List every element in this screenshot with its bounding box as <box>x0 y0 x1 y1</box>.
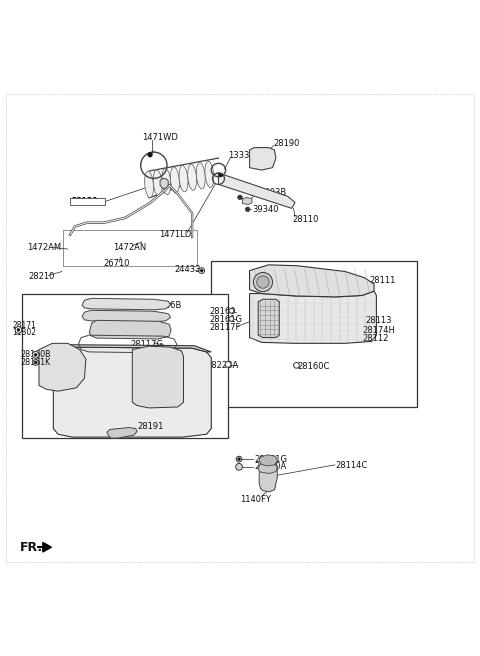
Polygon shape <box>258 299 279 338</box>
Polygon shape <box>53 347 211 437</box>
Polygon shape <box>258 461 277 474</box>
Text: 28130: 28130 <box>72 197 98 206</box>
Circle shape <box>230 310 233 312</box>
Text: 28110: 28110 <box>293 215 319 224</box>
Text: 28190: 28190 <box>274 139 300 148</box>
Polygon shape <box>259 455 277 466</box>
Ellipse shape <box>162 169 171 195</box>
Bar <box>211 261 417 407</box>
Circle shape <box>199 268 204 274</box>
Circle shape <box>33 359 38 365</box>
Text: 28115G: 28115G <box>297 269 329 278</box>
Text: 28160B: 28160B <box>21 350 51 359</box>
Polygon shape <box>39 343 86 391</box>
Polygon shape <box>107 428 137 438</box>
Circle shape <box>238 458 240 461</box>
Text: 28160A: 28160A <box>254 462 287 471</box>
FancyArrow shape <box>37 543 51 552</box>
Polygon shape <box>259 463 277 492</box>
Text: 28210: 28210 <box>28 272 55 281</box>
Polygon shape <box>250 265 374 297</box>
Polygon shape <box>82 310 170 322</box>
Text: 28117G: 28117G <box>130 340 163 349</box>
Text: 26710: 26710 <box>104 259 130 268</box>
Text: 28160C: 28160C <box>298 362 330 371</box>
Circle shape <box>34 361 37 364</box>
Text: 1472AN: 1472AN <box>113 243 146 252</box>
Circle shape <box>236 463 242 470</box>
Circle shape <box>236 457 242 462</box>
Text: 28161K: 28161K <box>21 358 51 367</box>
Ellipse shape <box>257 276 269 288</box>
Polygon shape <box>89 320 171 339</box>
Bar <box>70 198 105 205</box>
Circle shape <box>200 269 203 272</box>
Text: 28114C: 28114C <box>336 461 368 470</box>
Text: 13336: 13336 <box>228 151 255 160</box>
Text: 1472AM: 1472AM <box>27 243 61 252</box>
Circle shape <box>229 316 234 321</box>
Circle shape <box>245 207 250 212</box>
Circle shape <box>230 318 233 320</box>
Circle shape <box>225 361 231 367</box>
Text: 1140FY: 1140FY <box>240 495 271 504</box>
Circle shape <box>34 354 37 356</box>
Text: 24433: 24433 <box>174 265 201 274</box>
Circle shape <box>294 363 300 368</box>
Polygon shape <box>218 173 295 209</box>
Circle shape <box>17 329 20 331</box>
Text: 28171: 28171 <box>12 321 36 329</box>
Ellipse shape <box>196 163 205 189</box>
Text: 28117F: 28117F <box>209 323 241 333</box>
Polygon shape <box>53 345 211 352</box>
Circle shape <box>15 327 22 333</box>
Text: 1471LD: 1471LD <box>158 230 191 239</box>
Ellipse shape <box>205 161 214 188</box>
Ellipse shape <box>188 164 197 190</box>
Text: 28116B: 28116B <box>149 300 181 310</box>
Text: 28160: 28160 <box>209 307 236 316</box>
Polygon shape <box>132 346 183 408</box>
Circle shape <box>32 352 39 358</box>
Polygon shape <box>250 148 276 170</box>
Circle shape <box>229 308 234 313</box>
Text: 28161G: 28161G <box>254 455 288 464</box>
Text: 11302: 11302 <box>12 328 36 337</box>
Polygon shape <box>160 178 168 188</box>
Text: 1471WD: 1471WD <box>142 133 178 142</box>
Text: 28112: 28112 <box>362 334 388 343</box>
Text: 11403B: 11403B <box>254 188 287 197</box>
Ellipse shape <box>144 171 154 197</box>
Text: 28161G: 28161G <box>209 315 242 324</box>
Ellipse shape <box>179 165 188 192</box>
Ellipse shape <box>253 272 273 292</box>
Text: 39340: 39340 <box>252 205 279 214</box>
Text: FR.: FR. <box>20 541 43 554</box>
Bar <box>22 295 228 438</box>
Bar <box>63 230 197 266</box>
Circle shape <box>238 195 242 199</box>
Text: 28130: 28130 <box>72 197 98 206</box>
Text: 28111: 28111 <box>369 276 396 285</box>
Text: 28174H: 28174H <box>362 326 395 335</box>
Polygon shape <box>242 197 252 205</box>
Ellipse shape <box>170 167 180 194</box>
Text: 28223A: 28223A <box>206 361 239 370</box>
Circle shape <box>219 173 223 176</box>
Text: 28191: 28191 <box>137 422 164 431</box>
Polygon shape <box>250 291 376 343</box>
Text: 28113: 28113 <box>365 316 392 325</box>
Polygon shape <box>82 298 170 310</box>
Circle shape <box>148 152 153 157</box>
Ellipse shape <box>153 170 162 196</box>
